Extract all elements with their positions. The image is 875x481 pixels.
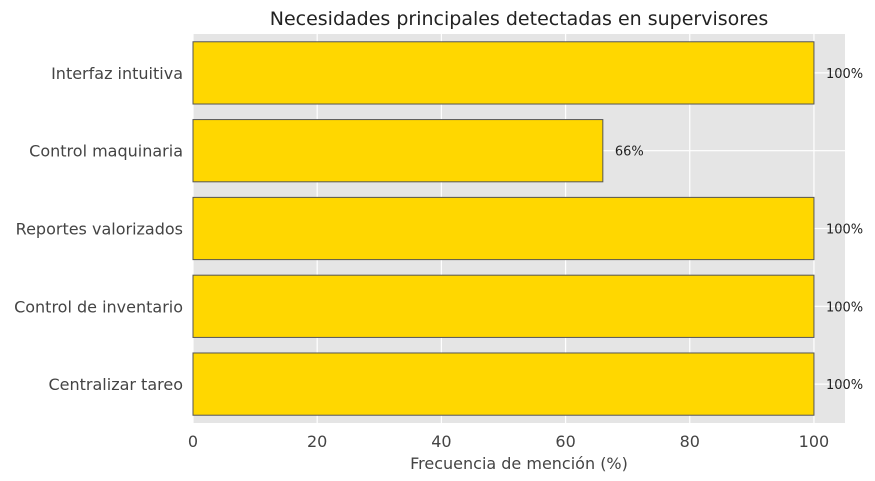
x-tick-label-0: 0 (188, 432, 198, 451)
bar-0 (192, 41, 815, 105)
bar-2 (192, 196, 815, 261)
y-tick-label-0: Interfaz intuitiva (51, 64, 183, 83)
data-label-4: 100% (826, 378, 863, 393)
data-label-2: 100% (826, 223, 863, 238)
y-tick-label-4: Centralizar tareo (48, 375, 183, 394)
y-tick-label-2: Reportes valorizados (16, 220, 183, 239)
bar-1 (192, 119, 604, 183)
data-label-3: 100% (826, 300, 863, 315)
x-axis: 0 20 40 60 80 100 (188, 432, 829, 451)
x-tick-label-5: 100 (799, 432, 830, 451)
x-tick-label-1: 20 (307, 432, 327, 451)
bars (192, 41, 815, 416)
data-labels: 100% 66% 100% 100% 100% (615, 67, 863, 393)
x-tick-label-4: 80 (680, 432, 700, 451)
x-axis-label: Frecuencia de mención (%) (410, 454, 628, 473)
bar-3 (192, 274, 815, 338)
chart-title: Necesidades principales detectadas en su… (270, 8, 769, 30)
x-tick-label-3: 60 (555, 432, 575, 451)
data-label-1: 66% (615, 145, 644, 160)
y-tick-label-3: Control de inventario (14, 297, 183, 316)
data-label-0: 100% (826, 67, 863, 82)
y-axis: Interfaz intuitiva Control maquinaria Repo… (14, 64, 183, 394)
bar-4 (192, 352, 815, 416)
x-tick-label-2: 40 (431, 432, 451, 451)
y-tick-label-1: Control maquinaria (29, 142, 183, 161)
